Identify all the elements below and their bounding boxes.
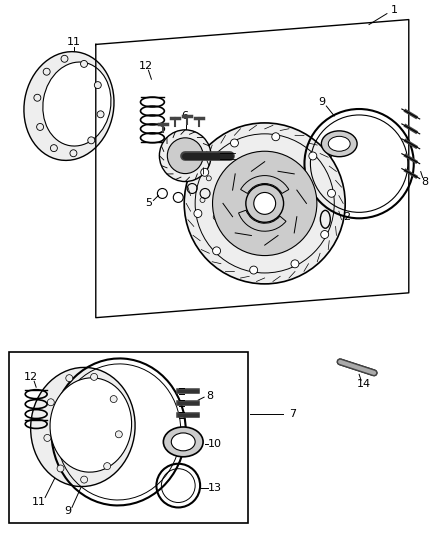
Circle shape	[97, 111, 104, 118]
Ellipse shape	[254, 192, 276, 214]
Ellipse shape	[159, 130, 211, 182]
Circle shape	[88, 137, 95, 144]
Circle shape	[44, 434, 51, 441]
Circle shape	[91, 374, 98, 381]
Ellipse shape	[43, 62, 111, 146]
Ellipse shape	[184, 123, 345, 284]
Text: 10: 10	[208, 439, 222, 449]
Ellipse shape	[167, 138, 203, 174]
Circle shape	[47, 399, 54, 406]
Circle shape	[321, 231, 328, 238]
Text: 12: 12	[24, 372, 38, 382]
Circle shape	[81, 60, 88, 67]
Text: 1: 1	[390, 5, 397, 14]
Circle shape	[104, 463, 111, 470]
Ellipse shape	[246, 184, 283, 222]
Text: 8: 8	[206, 391, 214, 401]
Circle shape	[230, 139, 238, 147]
Circle shape	[70, 150, 77, 157]
Ellipse shape	[163, 427, 203, 457]
Circle shape	[328, 189, 336, 197]
Text: 3: 3	[254, 243, 261, 253]
Circle shape	[34, 94, 41, 101]
Ellipse shape	[328, 136, 350, 151]
Circle shape	[43, 68, 50, 75]
Circle shape	[94, 82, 101, 88]
Text: 10: 10	[318, 160, 332, 171]
Circle shape	[206, 176, 211, 181]
Circle shape	[239, 189, 244, 193]
Text: 13: 13	[208, 482, 222, 492]
Circle shape	[250, 266, 258, 274]
Circle shape	[110, 395, 117, 402]
Circle shape	[66, 375, 73, 382]
Circle shape	[233, 210, 238, 215]
Ellipse shape	[31, 367, 135, 487]
Text: 6: 6	[182, 111, 189, 121]
Circle shape	[272, 133, 280, 141]
Wedge shape	[240, 175, 289, 193]
Text: 4: 4	[201, 204, 208, 213]
Circle shape	[57, 465, 64, 472]
Circle shape	[309, 152, 317, 160]
Ellipse shape	[50, 378, 131, 472]
Text: 8: 8	[421, 176, 428, 187]
Circle shape	[291, 260, 299, 268]
Text: 2: 2	[344, 212, 351, 222]
Circle shape	[61, 55, 68, 62]
Bar	[9, 352, 248, 523]
Text: 5: 5	[145, 198, 152, 208]
Ellipse shape	[212, 151, 317, 255]
Text: 7: 7	[289, 409, 296, 419]
Ellipse shape	[171, 433, 195, 451]
Text: 11: 11	[67, 37, 81, 47]
Circle shape	[201, 168, 208, 176]
Wedge shape	[239, 210, 286, 231]
Circle shape	[115, 431, 122, 438]
Ellipse shape	[321, 131, 357, 157]
Text: 11: 11	[32, 497, 46, 506]
Circle shape	[37, 124, 44, 131]
Circle shape	[50, 144, 57, 151]
Circle shape	[213, 215, 218, 220]
Circle shape	[212, 247, 221, 255]
Circle shape	[81, 476, 88, 483]
Ellipse shape	[203, 174, 241, 217]
Text: 9: 9	[64, 506, 71, 516]
Circle shape	[194, 209, 202, 217]
Text: 14: 14	[357, 379, 371, 389]
Circle shape	[200, 198, 205, 203]
Ellipse shape	[196, 167, 248, 224]
Text: 9: 9	[318, 97, 325, 107]
Circle shape	[226, 171, 231, 176]
Text: 12: 12	[138, 61, 152, 71]
Ellipse shape	[24, 52, 114, 160]
